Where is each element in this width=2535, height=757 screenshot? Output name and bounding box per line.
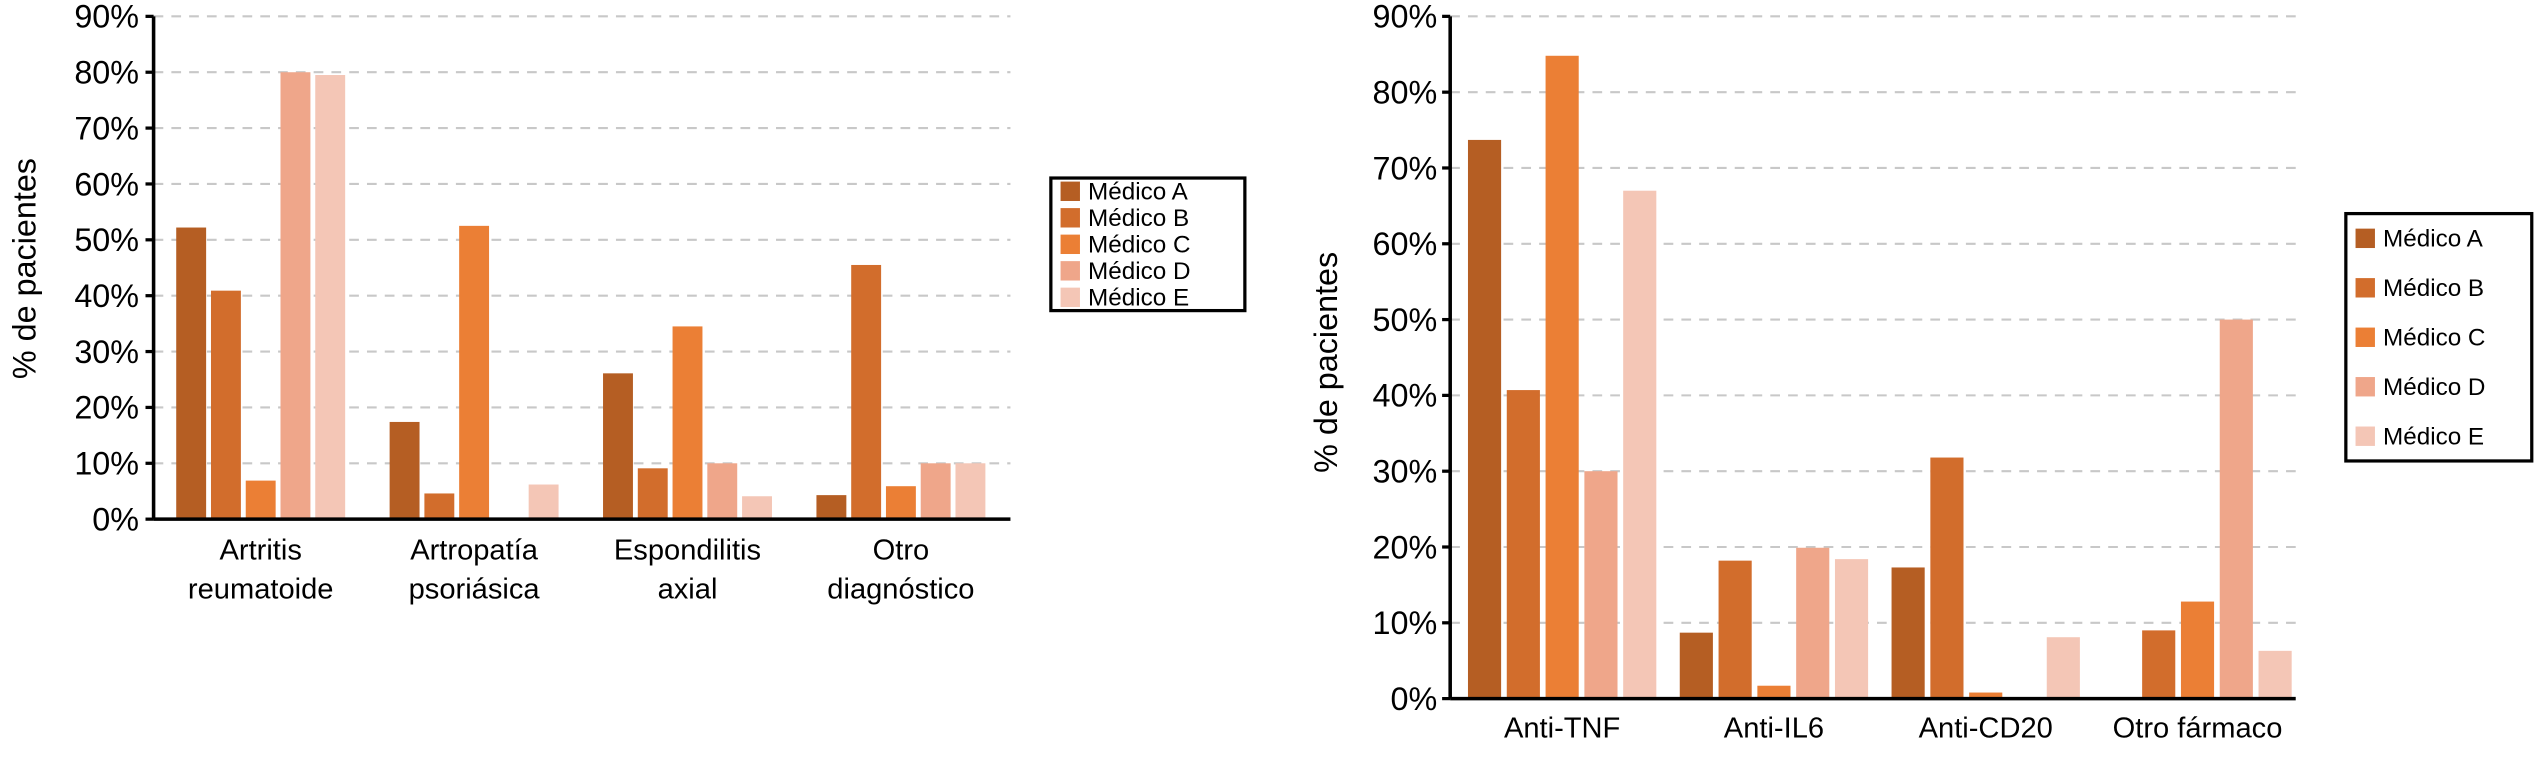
bar bbox=[280, 72, 311, 520]
bar bbox=[1930, 457, 1964, 699]
y-tick-label: 0% bbox=[1391, 681, 1438, 717]
category-label: reumatoide bbox=[188, 573, 334, 605]
legend-swatch bbox=[2355, 377, 2375, 397]
category-label: Otro fármaco bbox=[2113, 712, 2283, 744]
category-label: Anti-IL6 bbox=[1724, 712, 1824, 744]
bar bbox=[528, 484, 559, 520]
category-label: psoriásica bbox=[409, 573, 541, 605]
y-tick-label: 40% bbox=[74, 278, 139, 314]
y-tick-label: 10% bbox=[1373, 605, 1438, 641]
legend-label: Médico B bbox=[1088, 205, 1189, 232]
y-tick-label: 10% bbox=[74, 446, 139, 482]
bar bbox=[1796, 547, 1830, 699]
legend-label: Médico D bbox=[1088, 258, 1190, 285]
category-label: diagnóstico bbox=[827, 573, 974, 605]
legend-swatch bbox=[1060, 181, 1080, 201]
legend-label: Médico D bbox=[2383, 374, 2485, 401]
y-tick-label: 80% bbox=[74, 55, 139, 91]
bar bbox=[1834, 559, 1869, 699]
bar bbox=[637, 468, 668, 520]
legend-swatch bbox=[1060, 208, 1080, 228]
category-label: Artropatía bbox=[410, 535, 539, 567]
y-tick-label: 0% bbox=[92, 501, 139, 537]
legend-box bbox=[1049, 176, 1247, 313]
y-tick-label: 60% bbox=[74, 166, 139, 202]
legend-label: Médico C bbox=[2383, 324, 2485, 351]
bar bbox=[920, 463, 951, 520]
bar bbox=[2180, 601, 2215, 699]
legend-box bbox=[2344, 211, 2534, 463]
legend-swatch bbox=[2355, 426, 2375, 446]
bar bbox=[816, 495, 847, 520]
y-tick-label: 90% bbox=[1373, 0, 1438, 35]
y-tick-label: 20% bbox=[74, 390, 139, 426]
bar bbox=[603, 373, 633, 520]
bar bbox=[424, 493, 455, 520]
bar bbox=[1506, 390, 1540, 699]
category-label: axial bbox=[658, 573, 718, 605]
bar bbox=[1969, 692, 2003, 699]
category-label: Anti-CD20 bbox=[1919, 712, 2053, 744]
legend-label: Médico B bbox=[2383, 275, 2484, 302]
bar bbox=[742, 496, 772, 520]
legend-swatch bbox=[1060, 234, 1080, 255]
y-tick-label: 70% bbox=[74, 110, 139, 146]
bar bbox=[2046, 637, 2080, 699]
bar bbox=[315, 75, 346, 520]
y-tick-label: 40% bbox=[1373, 378, 1438, 414]
y-tick-label: 50% bbox=[74, 222, 139, 258]
bar bbox=[1891, 567, 1925, 699]
bar bbox=[1718, 560, 1752, 699]
chart-diagnosis: 0% 10% 20% 30% 40% 50% 60% 70% 80% 90% Artritis reu… bbox=[7, 0, 1247, 605]
y-tick-label: 80% bbox=[1373, 74, 1438, 110]
y-tick-label: 50% bbox=[1373, 302, 1438, 338]
bar bbox=[885, 486, 916, 520]
bar bbox=[2219, 319, 2253, 699]
legend-swatch bbox=[1060, 287, 1080, 308]
legend-swatch bbox=[2355, 228, 2375, 249]
bar bbox=[672, 326, 703, 520]
bar bbox=[1757, 685, 1791, 699]
bar bbox=[2258, 650, 2292, 699]
y-tick-label: 70% bbox=[1373, 150, 1438, 186]
bar bbox=[1584, 471, 1618, 699]
bar bbox=[459, 225, 490, 520]
category-label: Otro bbox=[873, 535, 930, 567]
bar bbox=[245, 480, 276, 520]
legend-label: Médico E bbox=[2383, 423, 2484, 450]
bar bbox=[1679, 632, 1713, 699]
category-label: Espondilitis bbox=[614, 535, 761, 567]
bar bbox=[1623, 190, 1657, 699]
bar bbox=[1545, 55, 1579, 699]
chart-drug: 0% 10% 20% 30% 40% 50% 60% 70% 80% 90% Anti-TNF Ant… bbox=[1308, 0, 2534, 744]
y-tick-label: 60% bbox=[1373, 226, 1438, 262]
legend-label: Médico A bbox=[2383, 225, 2484, 252]
y-tick-label: 90% bbox=[74, 0, 139, 35]
y-tick-label: 20% bbox=[1373, 529, 1438, 565]
category-label: Artritis bbox=[219, 535, 301, 567]
bar bbox=[210, 290, 241, 520]
y-axis-label: % de pacientes bbox=[7, 158, 43, 379]
bar bbox=[389, 421, 420, 520]
bar bbox=[955, 463, 986, 520]
legend-label: Médico A bbox=[1088, 178, 1189, 205]
y-axis-label: % de pacientes bbox=[1308, 252, 1344, 473]
bar bbox=[707, 463, 738, 520]
legend-label: Médico E bbox=[1088, 284, 1189, 311]
bar bbox=[851, 264, 882, 520]
bar bbox=[176, 227, 207, 520]
legend: Médico A Médico B Médico C Médico D Médico E bbox=[2344, 211, 2534, 463]
legend-swatch bbox=[2355, 327, 2375, 347]
bar bbox=[1467, 139, 1502, 699]
category-label: Anti-TNF bbox=[1504, 712, 1620, 744]
y-tick-label: 30% bbox=[74, 334, 139, 370]
legend-swatch bbox=[1060, 261, 1080, 281]
y-tick-label: 30% bbox=[1373, 454, 1438, 490]
legend-swatch bbox=[2355, 278, 2375, 298]
legend-label: Médico C bbox=[1088, 231, 1190, 258]
bar bbox=[2142, 630, 2176, 699]
